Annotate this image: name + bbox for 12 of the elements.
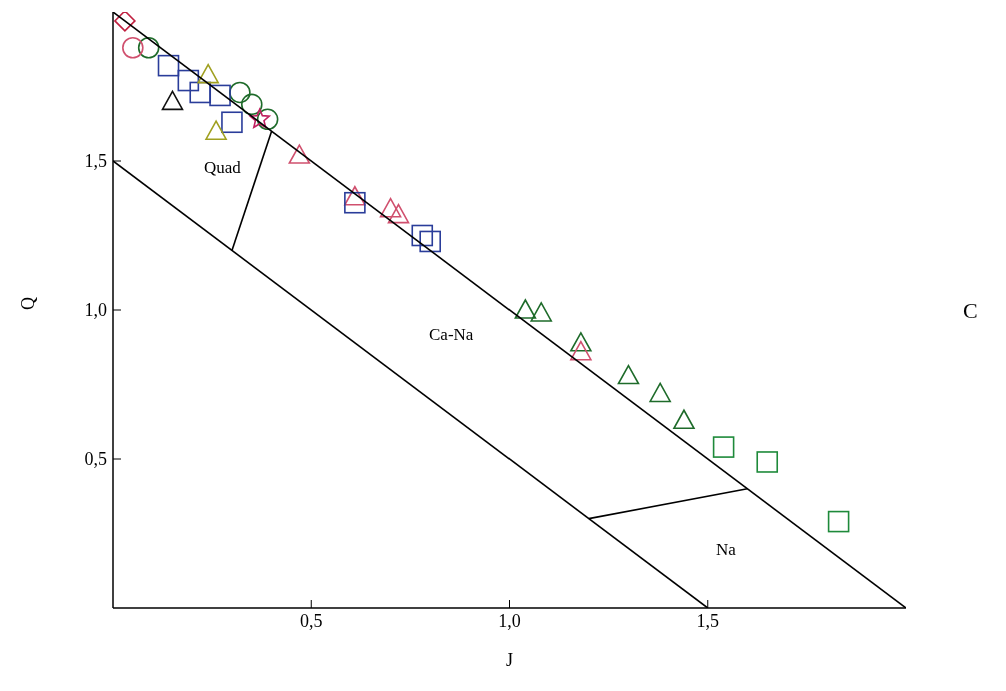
x-tick-label: 1,5	[696, 610, 719, 631]
annotation: Ca-Na	[429, 325, 474, 345]
annotation: Na	[716, 540, 736, 560]
x-axis-title: J	[505, 650, 514, 670]
y-tick-label: 1,0	[84, 300, 107, 321]
text: C	[963, 298, 978, 324]
y-tick-label: 0,5	[84, 449, 107, 470]
y-tick-label: 1,5	[84, 151, 107, 172]
x-tick-label: 0,5	[300, 610, 323, 631]
x-tick-label: 1,0	[498, 610, 521, 631]
y-axis-title: Q	[18, 297, 39, 310]
annotation: Quad	[204, 158, 241, 178]
